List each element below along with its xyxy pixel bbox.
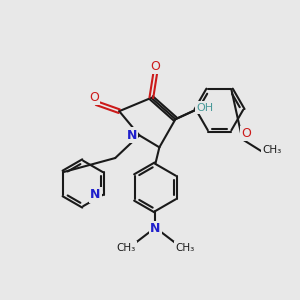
Text: O: O	[89, 91, 99, 104]
Text: N: N	[150, 222, 161, 235]
Text: N: N	[90, 188, 101, 201]
Text: CH₃: CH₃	[262, 145, 281, 155]
Text: N: N	[127, 129, 137, 142]
Text: OH: OH	[196, 103, 213, 113]
Text: O: O	[150, 60, 160, 73]
Text: O: O	[242, 127, 251, 140]
Text: CH₃: CH₃	[175, 243, 194, 253]
Text: CH₃: CH₃	[116, 243, 136, 253]
